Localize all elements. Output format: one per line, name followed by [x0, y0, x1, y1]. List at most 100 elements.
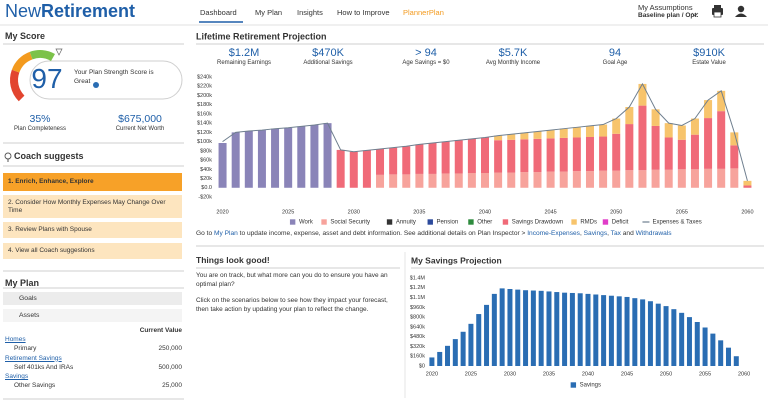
footer-text-part: and — [620, 230, 636, 237]
bar-segment — [562, 292, 568, 366]
bar-segment — [389, 174, 398, 188]
nav-item[interactable]: Dashboard — [200, 8, 237, 17]
bar-segment — [585, 137, 594, 172]
nav-item[interactable]: How to Improve — [337, 8, 390, 17]
y-tick-label: $140k — [197, 121, 212, 127]
bar-segment — [717, 90, 726, 112]
legend-label[interactable]: Pension — [437, 220, 459, 226]
bar-segment — [257, 130, 266, 188]
plan-section-label: Assets — [19, 312, 40, 319]
y-tick-label: $200k — [197, 93, 212, 99]
link[interactable]: Savings — [583, 230, 608, 237]
logo[interactable]: NewRetirement — [5, 1, 135, 21]
bar-segment — [437, 351, 443, 366]
print-icon[interactable] — [713, 11, 722, 18]
user-icon[interactable] — [737, 5, 745, 13]
coach-suggestion[interactable]: 3. Review Plans with Spouse — [3, 222, 182, 238]
bar-segment — [733, 356, 739, 366]
assumptions-title[interactable]: My Assumptions — [638, 3, 693, 12]
bar-segment — [638, 105, 647, 171]
legend-swatch — [321, 219, 327, 225]
bar-segment — [743, 180, 752, 186]
coach-suggestion[interactable]: 2. Consider How Monthly Expenses May Cha… — [3, 195, 182, 218]
completeness-label: Plan Completeness — [13, 126, 67, 132]
bulb-icon — [4, 152, 12, 160]
bar-segment — [569, 292, 575, 366]
x-tick-label: 2020 — [216, 209, 228, 215]
bar-segment — [297, 126, 306, 188]
bar-segment — [625, 170, 634, 188]
y-tick-label: $320k — [410, 344, 425, 350]
bar-segment — [441, 173, 450, 188]
asset-group[interactable]: Homes — [5, 336, 26, 343]
bar-segment — [710, 333, 716, 366]
bar-segment — [647, 301, 653, 366]
legend-label[interactable]: Work — [299, 220, 314, 226]
dropdown-icon[interactable] — [691, 12, 699, 17]
bar-segment — [743, 185, 752, 188]
link[interactable]: Income-Expenses — [527, 230, 580, 237]
bar-segment — [546, 291, 552, 366]
bar-segment — [632, 298, 638, 366]
info-icon[interactable] — [93, 82, 99, 88]
legend-label[interactable]: Savings — [580, 383, 601, 389]
bar-segment — [284, 127, 293, 188]
nav-item[interactable]: PlannerPlan — [403, 8, 444, 17]
x-tick-label: 2035 — [543, 371, 555, 377]
bar-segment — [593, 294, 599, 366]
y-tick-label: $1.4M — [410, 275, 426, 281]
asset-name: Primary — [14, 345, 37, 352]
coach-suggestion[interactable]: 4. View all Coach suggestions — [3, 243, 182, 259]
legend-swatch — [468, 219, 474, 225]
legend-label[interactable]: Annuity — [396, 220, 416, 226]
bar-segment — [481, 173, 489, 188]
completeness-value: 35% — [29, 113, 51, 125]
nav-item[interactable]: Insights — [297, 8, 323, 17]
legend-label[interactable]: Deficit — [612, 220, 629, 226]
coach-suggestion-text: 2. Consider How Monthly Expenses May Cha… — [8, 198, 166, 214]
link[interactable]: Tax — [610, 230, 621, 237]
x-tick-label: 2040 — [479, 209, 491, 215]
bar-segment — [441, 141, 450, 174]
gauge-red — [10, 69, 25, 102]
legend-label[interactable]: Other — [477, 220, 492, 226]
coach-suggestion-text: 4. View all Coach suggestions — [8, 247, 95, 254]
bar-segment — [538, 290, 544, 366]
link[interactable]: My Plan — [213, 230, 238, 237]
legend-label[interactable]: Expenses & Taxes — [652, 220, 701, 226]
bar-segment — [664, 169, 673, 188]
plan-section[interactable]: Goals — [3, 292, 182, 305]
plan-section[interactable]: Assets — [3, 309, 182, 322]
link[interactable]: Withdrawals — [635, 230, 672, 237]
score-text: Your Plan Strength Score is Great — [74, 69, 154, 85]
y-tick-label: $480k — [410, 334, 425, 340]
asset-group[interactable]: Retirement Savings — [5, 354, 62, 362]
stat-value: $470K — [312, 47, 344, 59]
bar-segment — [677, 125, 686, 140]
x-tick-label: 2030 — [348, 209, 360, 215]
footer-text-part: , — [607, 230, 611, 237]
legend-label[interactable]: Social Security — [330, 220, 370, 226]
score-box — [29, 60, 183, 100]
x-tick-label: 2060 — [741, 209, 753, 215]
x-tick-label: 2030 — [504, 371, 516, 377]
asset-group[interactable]: Savings — [5, 373, 29, 380]
user-icon[interactable] — [735, 13, 747, 18]
print-icon[interactable] — [714, 5, 721, 9]
chart-title: Lifetime Retirement Projection — [196, 31, 327, 41]
legend-label[interactable]: RMDs — [580, 220, 597, 226]
stat-label: Remaining Earnings — [216, 60, 272, 66]
legend-label[interactable]: Savings Drawdown — [512, 220, 563, 226]
assumptions-plan[interactable]: Baseline plan / Opt. — [638, 12, 699, 19]
bar-segment — [467, 138, 476, 173]
bar-segment — [572, 127, 581, 138]
bar-segment — [664, 137, 673, 170]
nav-item[interactable]: My Plan — [255, 8, 283, 17]
bar-segment — [494, 172, 503, 188]
score-value: 97 — [31, 63, 63, 94]
y-tick-label: $0 — [419, 363, 425, 369]
coach-suggestion[interactable]: 1. Enrich, Enhance, Explore — [3, 173, 182, 191]
gauge-green — [29, 50, 55, 62]
bar-segment — [616, 296, 622, 366]
bar-segment — [608, 295, 614, 366]
